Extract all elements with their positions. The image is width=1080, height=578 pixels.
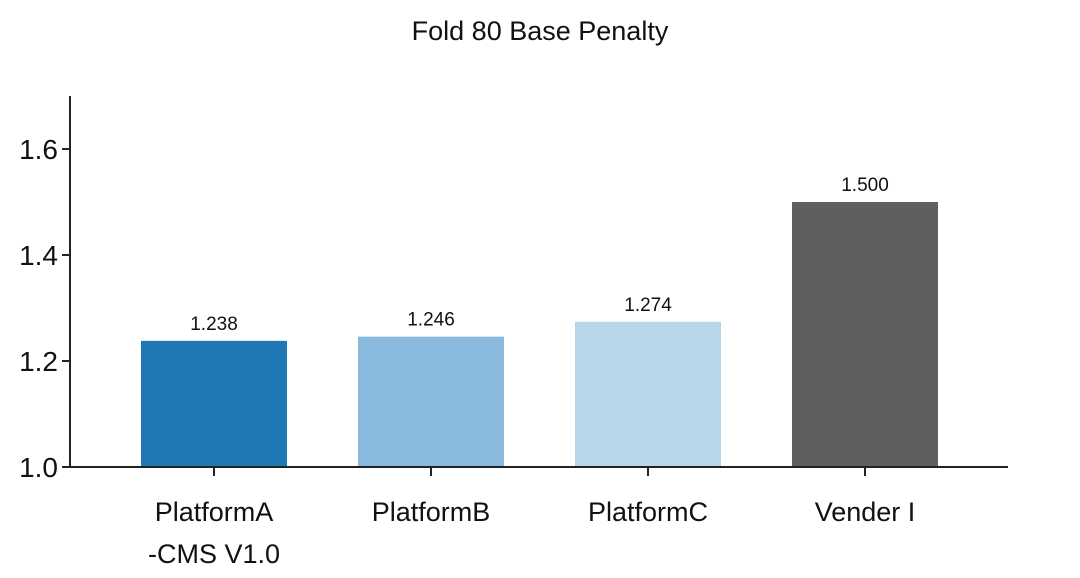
bar <box>358 336 504 467</box>
data-label: 1.238 <box>190 314 238 335</box>
y-tick-label: 1.2 <box>19 346 58 377</box>
chart-title: Fold 80 Base Penalty <box>412 16 669 46</box>
x-tick-label: PlatformB <box>372 497 491 527</box>
x-tick-label: Vender I <box>815 497 916 527</box>
y-tick-label: 1.6 <box>19 134 58 165</box>
x-tick-label: PlatformC <box>588 497 708 527</box>
bar <box>575 321 721 467</box>
bar <box>141 340 287 467</box>
x-tick-label: PlatformA <box>155 497 274 527</box>
x-axis-ticks: PlatformA -CMS V1.0 PlatformB PlatformC Vend… <box>148 467 915 569</box>
data-label: 1.246 <box>407 310 455 331</box>
bar <box>792 202 938 467</box>
x-tick-label: -CMS V1.0 <box>148 539 280 569</box>
y-axis-ticks: 1.0 1.2 1.4 1.6 <box>19 134 70 483</box>
bars <box>141 202 938 467</box>
y-tick-label: 1.0 <box>19 452 58 483</box>
data-label: 1.500 <box>841 175 889 196</box>
y-tick-label: 1.4 <box>19 240 58 271</box>
data-labels: 1.238 1.246 1.274 1.500 <box>190 175 889 335</box>
data-label: 1.274 <box>624 295 672 316</box>
